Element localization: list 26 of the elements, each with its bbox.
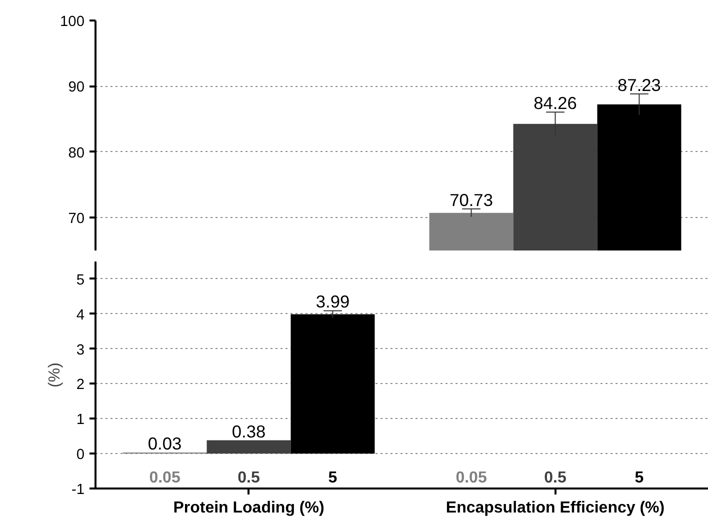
text: 0.05 — [456, 470, 487, 486]
y-tick-label: 1 — [76, 412, 85, 428]
y-tick-label: 90 — [68, 80, 85, 96]
data-label: 0.03 — [148, 434, 182, 454]
series-label: 0.05 — [149, 470, 180, 486]
y-tick-label: -1 — [71, 482, 85, 498]
y-tick-label: 0 — [76, 447, 85, 464]
y-tick-label: 4 — [76, 307, 85, 324]
y-tick-label: 2 — [76, 377, 85, 394]
series-label: 0.5 — [238, 470, 260, 486]
y-tick-label: 70 — [68, 211, 85, 228]
text: 5 — [634, 470, 644, 486]
data-label: 3.99 — [316, 292, 350, 312]
x-tick-label: Protein Loading (%) — [173, 500, 324, 516]
y-tick-label: 3 — [76, 342, 85, 358]
data-label: 70.73 — [450, 190, 493, 210]
y-axis-title: (%) — [46, 362, 64, 388]
series-label: 5 — [328, 470, 338, 486]
y-tick-label: 80 — [68, 145, 85, 162]
x-tick-label: Encapsulation Efficiency (%) — [446, 500, 665, 516]
y-tick-label: 5 — [76, 272, 85, 288]
data-label: 0.38 — [232, 421, 266, 442]
y-tick-label: 100 — [60, 14, 85, 30]
text: 0.5 — [544, 470, 566, 486]
data-label: 87.23 — [618, 74, 661, 95]
data-label: 84.26 — [534, 93, 577, 114]
